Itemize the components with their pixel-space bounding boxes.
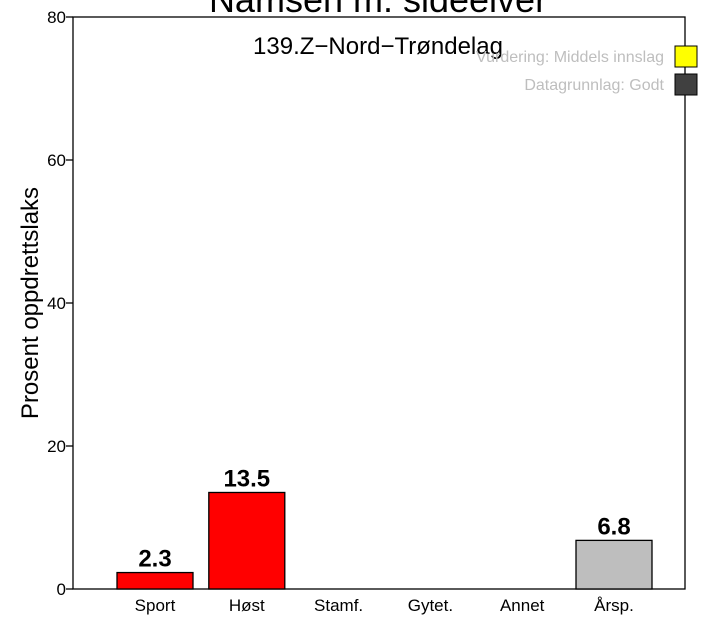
legend-swatch <box>674 45 698 68</box>
bar <box>116 571 194 590</box>
x-tick-label: Annet <box>500 596 545 615</box>
legend-swatch <box>674 73 698 96</box>
bar <box>575 539 653 590</box>
plot-frame <box>72 16 686 590</box>
value-label: 6.8 <box>597 513 630 540</box>
bar <box>208 491 286 590</box>
legend-label: Vurdering: Middels innslag <box>476 49 664 66</box>
y-tick-label: 40 <box>47 294 66 313</box>
y-tick-label: 0 <box>57 580 66 599</box>
value-label: 2.3 <box>138 546 171 573</box>
x-tick-label: Årsp. <box>594 596 634 615</box>
x-tick-label: Gytet. <box>408 596 453 615</box>
y-tick-label: 20 <box>47 437 66 456</box>
y-axis-label: Prosent oppdrettslaks <box>17 187 44 419</box>
x-tick-label: Stamf. <box>314 596 363 615</box>
y-tick-label: 60 <box>47 151 66 170</box>
y-tick-label: 80 <box>47 8 66 27</box>
chart-subtitle: 139.Z−Nord−Trøndelag <box>253 33 503 60</box>
x-tick-label: Høst <box>229 596 265 615</box>
value-label: 13.5 <box>223 465 270 492</box>
legend-label: Datagrunnlag: Godt <box>524 77 664 94</box>
x-tick-label: Sport <box>135 596 176 615</box>
chart-title: Namsen m. sideelver <box>209 0 547 20</box>
